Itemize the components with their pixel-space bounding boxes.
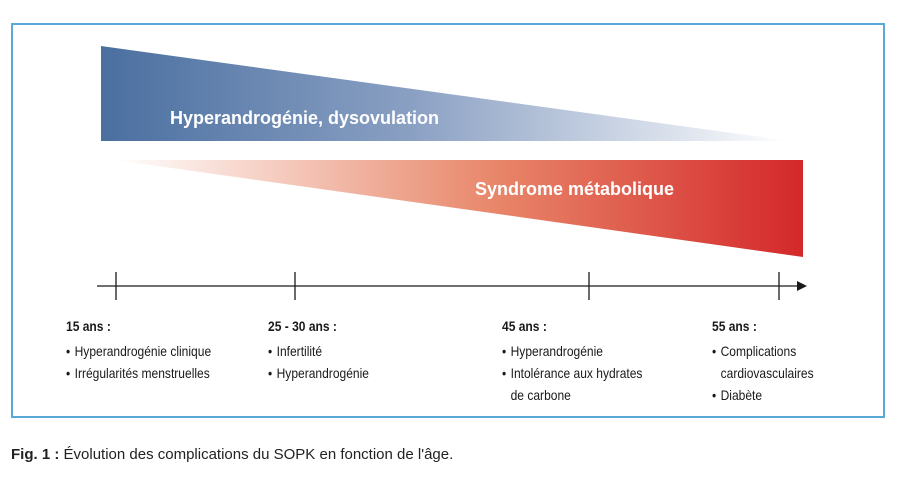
caption-text: Évolution des complications du SOPK en f… [63, 446, 454, 463]
stage-item: • Hyperandrogénie [502, 343, 603, 359]
stage-item: • Hyperandrogénie [268, 365, 369, 381]
hyperandrogenie-band [101, 46, 790, 141]
stage-age: 25 - 30 ans : [268, 318, 337, 334]
stage-15-ans: 15 ans : • Hyperandrogénie clinique • Irré… [66, 318, 306, 384]
stage-45-ans: 45 ans : • Hyperandrogénie • Intolérance a… [502, 318, 742, 406]
stage-55-ans: 55 ans : • Complications cardiovasculaires… [712, 318, 872, 406]
stage-item: • Complications cardiovasculaires [712, 343, 814, 381]
stage-25-30-ans: 25 - 30 ans : • Infertilité • Hyperandrogé… [268, 318, 508, 384]
syndrome-metabolique-label: Syndrome métabolique [475, 179, 674, 199]
caption-prefix: Fig. 1 : [11, 446, 60, 463]
stage-item: • Intolérance aux hydrates de carbone [502, 365, 643, 403]
stage-item: • Infertilité [268, 343, 323, 359]
stage-age: 55 ans : [712, 318, 757, 334]
stage-age: 15 ans : [66, 318, 111, 334]
figure-caption: Fig. 1 : Évolution des complications du … [11, 446, 453, 463]
hyperandrogenie-label: Hyperandrogénie, dysovulation [170, 108, 439, 128]
age-axis [97, 272, 807, 300]
axis-arrowhead [797, 281, 807, 291]
stage-age: 45 ans : [502, 318, 547, 334]
syndrome-metabolique-band [115, 160, 803, 257]
stage-item: • Diabète [712, 387, 763, 403]
stage-item: • Hyperandrogénie clinique [66, 343, 212, 359]
stage-item: • Irrégularités menstruelles [66, 365, 210, 381]
